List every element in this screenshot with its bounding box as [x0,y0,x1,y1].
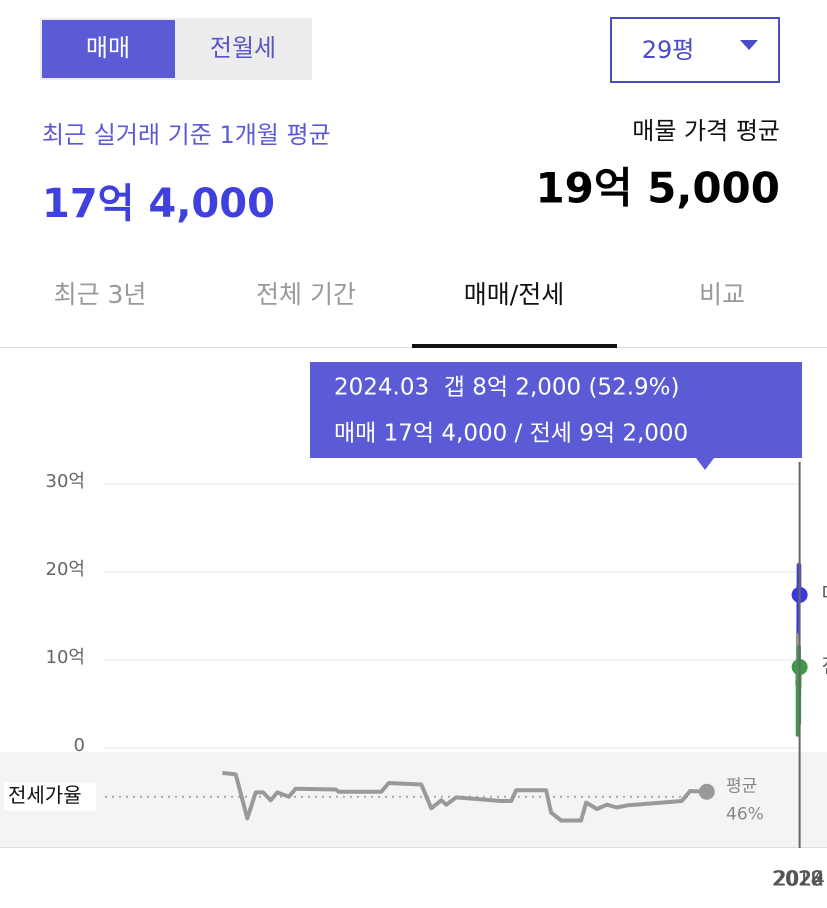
size-select[interactable] [610,17,780,83]
segment-active[interactable] [42,20,175,78]
period-tab[interactable]: 최근 3년 [54,280,147,309]
divider [0,847,827,848]
tooltip-arrow [696,458,714,470]
tooltip-line: 매매 17억 4,000 / 전세 9억 2,000 [334,421,688,447]
average-label: 평균 [726,777,757,797]
y-tick-label: 30억 [46,471,85,492]
end-dot [698,783,715,800]
tooltip [310,362,802,458]
x-tick-label: 2024 [774,867,825,891]
recent-label: 최근 실거래 기준 1개월 평균 [42,121,331,149]
size-select-label[interactable]: 29평 [642,36,695,64]
y-tick-label: 20억 [46,559,85,580]
x-tick-label: 2022 [773,867,824,891]
listing-value: 19억 5,000 [535,164,780,213]
y-tick-label: 0 [74,735,85,756]
trade-tab[interactable]: 전월세 [210,34,276,62]
series-label: 매매 [822,581,827,605]
trade-tab[interactable]: 매매 [86,34,130,62]
period-tab-active[interactable]: 매매/전세 [464,280,564,309]
ratio-panel [0,752,827,847]
y-tick-label: 10억 [46,647,85,668]
period-tab[interactable]: 비교 [699,280,745,309]
ylabel-bg [4,782,96,811]
tab-underline [412,344,617,348]
average-value: 46% [726,805,764,825]
x-tick-label: 2020 [773,867,824,891]
tooltip-line: 2024.03 갭 8억 2,000 (52.9%) [334,375,679,401]
listing-label: 매물 가격 평균 [632,117,780,145]
y-axis-label: 전세가율 [8,783,82,807]
x-tick-label: 2018 [772,867,823,891]
series-label: 전세 [822,654,827,678]
series-line [222,770,707,823]
period-tab[interactable]: 전체 기간 [256,280,356,309]
dropdown-arrow [740,40,758,50]
recent-value: 17억 4,000 [42,181,275,227]
